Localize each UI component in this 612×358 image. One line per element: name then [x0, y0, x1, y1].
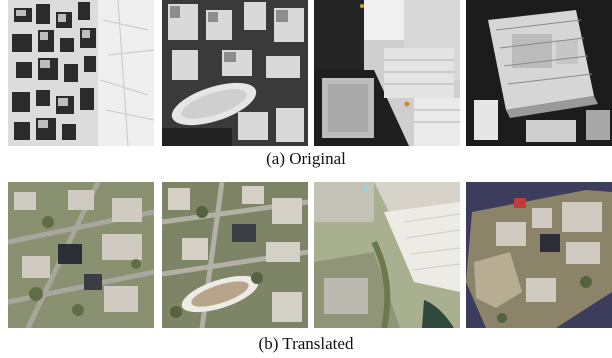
- translated-tile-2: [162, 182, 308, 328]
- translated-aerial-lakeside-image: [466, 182, 612, 328]
- original-tile-3: [314, 0, 460, 146]
- translated-aerial-town-image: [8, 182, 154, 328]
- translated-tile-1: [8, 182, 154, 328]
- original-rooftop-closeup-image: [314, 0, 460, 146]
- translated-tile-4: [466, 182, 612, 328]
- caption-translated: (b) Translated: [258, 334, 354, 353]
- original-tile-4: [466, 0, 612, 146]
- original-tile-2: [162, 0, 308, 146]
- translated-tile-3: [314, 182, 460, 328]
- original-large-building-image: [466, 0, 612, 146]
- original-tile-1: [8, 0, 154, 146]
- translated-aerial-riverside-image: [314, 182, 460, 328]
- translated-aerial-oval-image: [162, 182, 308, 328]
- original-dense-city-image: [8, 0, 154, 146]
- original-oval-plaza-image: [162, 0, 308, 146]
- caption-original: (a) Original: [266, 149, 346, 168]
